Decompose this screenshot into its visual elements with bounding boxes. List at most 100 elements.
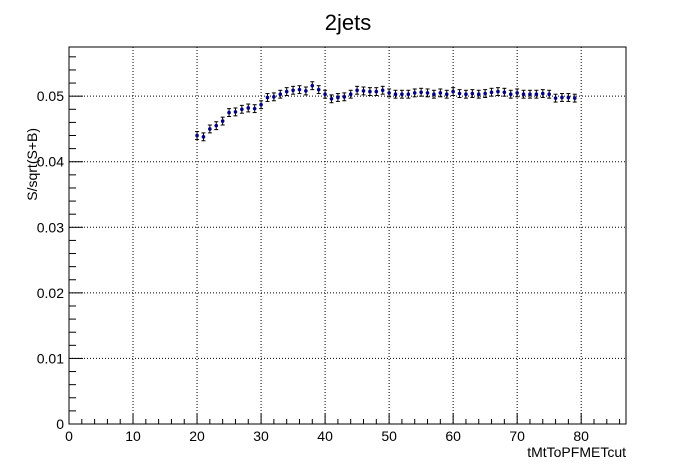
data-point [451, 87, 456, 97]
data-marker [259, 102, 263, 107]
data-marker [400, 92, 404, 97]
data-point [470, 89, 475, 98]
data-point [419, 87, 424, 97]
data-marker [208, 127, 212, 131]
data-marker [521, 92, 526, 97]
data-marker [489, 90, 494, 95]
data-marker [457, 91, 462, 96]
data-point [457, 89, 462, 98]
data-marker [240, 107, 244, 112]
data-point [566, 93, 571, 102]
data-point [495, 87, 500, 97]
data-point [278, 89, 283, 99]
data-marker [201, 135, 206, 139]
data-marker [566, 95, 571, 100]
data-marker [361, 89, 366, 93]
y-tick-label: 0.02 [37, 285, 64, 301]
data-marker [246, 106, 251, 110]
data-point [547, 89, 552, 99]
data-marker [547, 92, 551, 97]
data-marker [348, 92, 353, 97]
data-point [393, 89, 398, 99]
data-point [233, 107, 238, 117]
x-axis-label: tMtToPFMETcut [527, 444, 626, 460]
data-marker [272, 95, 276, 99]
data-point [297, 85, 302, 95]
data-marker [419, 90, 423, 95]
data-point [515, 88, 520, 98]
data-marker [412, 91, 417, 95]
x-tick-label: 30 [253, 428, 269, 444]
data-point [220, 116, 225, 126]
data-marker [534, 92, 539, 97]
data-point [259, 100, 264, 110]
data-point [310, 81, 315, 91]
data-marker [220, 119, 225, 123]
data-marker [508, 92, 513, 97]
y-tick-label: 0 [56, 416, 64, 432]
data-point [265, 93, 270, 102]
data-point [406, 89, 411, 99]
data-marker [336, 95, 340, 100]
data-point [521, 89, 526, 99]
data-point [335, 93, 340, 102]
data-point [502, 87, 507, 97]
data-point [483, 89, 488, 98]
data-marker [374, 89, 379, 94]
data-marker [502, 90, 507, 95]
data-point [572, 93, 577, 103]
data-point [527, 89, 532, 99]
data-point [316, 85, 321, 95]
data-marker [291, 88, 295, 93]
data-point [355, 85, 360, 95]
data-point [252, 104, 257, 114]
data-point [361, 86, 366, 96]
data-point [534, 89, 539, 99]
x-tick-label: 40 [317, 428, 333, 444]
data-marker [387, 91, 391, 95]
data-marker [393, 92, 398, 97]
data-point [508, 89, 513, 99]
data-marker [284, 89, 289, 94]
data-marker [233, 110, 238, 114]
data-point [559, 93, 564, 102]
data-points [195, 81, 577, 142]
data-point [239, 104, 244, 114]
data-marker [425, 91, 430, 95]
x-tick-label: 20 [189, 428, 205, 444]
data-marker [444, 92, 449, 97]
data-marker [483, 91, 487, 96]
data-marker [310, 83, 315, 88]
data-marker [380, 88, 385, 93]
data-marker [329, 96, 334, 101]
data-point [553, 93, 558, 103]
data-point [399, 89, 404, 99]
axis-ticks [68, 56, 621, 425]
chart-title: 2jets [325, 10, 371, 35]
data-point [323, 89, 328, 99]
data-point [201, 132, 206, 142]
data-marker [304, 89, 308, 93]
data-marker [528, 92, 532, 97]
data-point [342, 92, 347, 102]
y-tick-label: 0.05 [37, 88, 64, 104]
data-marker [560, 95, 564, 100]
data-marker [572, 96, 577, 100]
data-point [367, 87, 372, 97]
data-point [271, 92, 276, 102]
data-point [303, 86, 308, 96]
data-point [476, 89, 481, 99]
data-point [374, 87, 379, 97]
x-tick-label: 70 [509, 428, 525, 444]
data-point [329, 94, 334, 104]
data-marker [476, 92, 481, 97]
x-tick-label: 50 [381, 428, 397, 444]
data-marker [316, 87, 321, 92]
data-marker [323, 92, 327, 97]
data-marker [195, 133, 199, 138]
data-marker [515, 91, 519, 95]
data-point [431, 89, 436, 99]
data-point [463, 89, 468, 99]
